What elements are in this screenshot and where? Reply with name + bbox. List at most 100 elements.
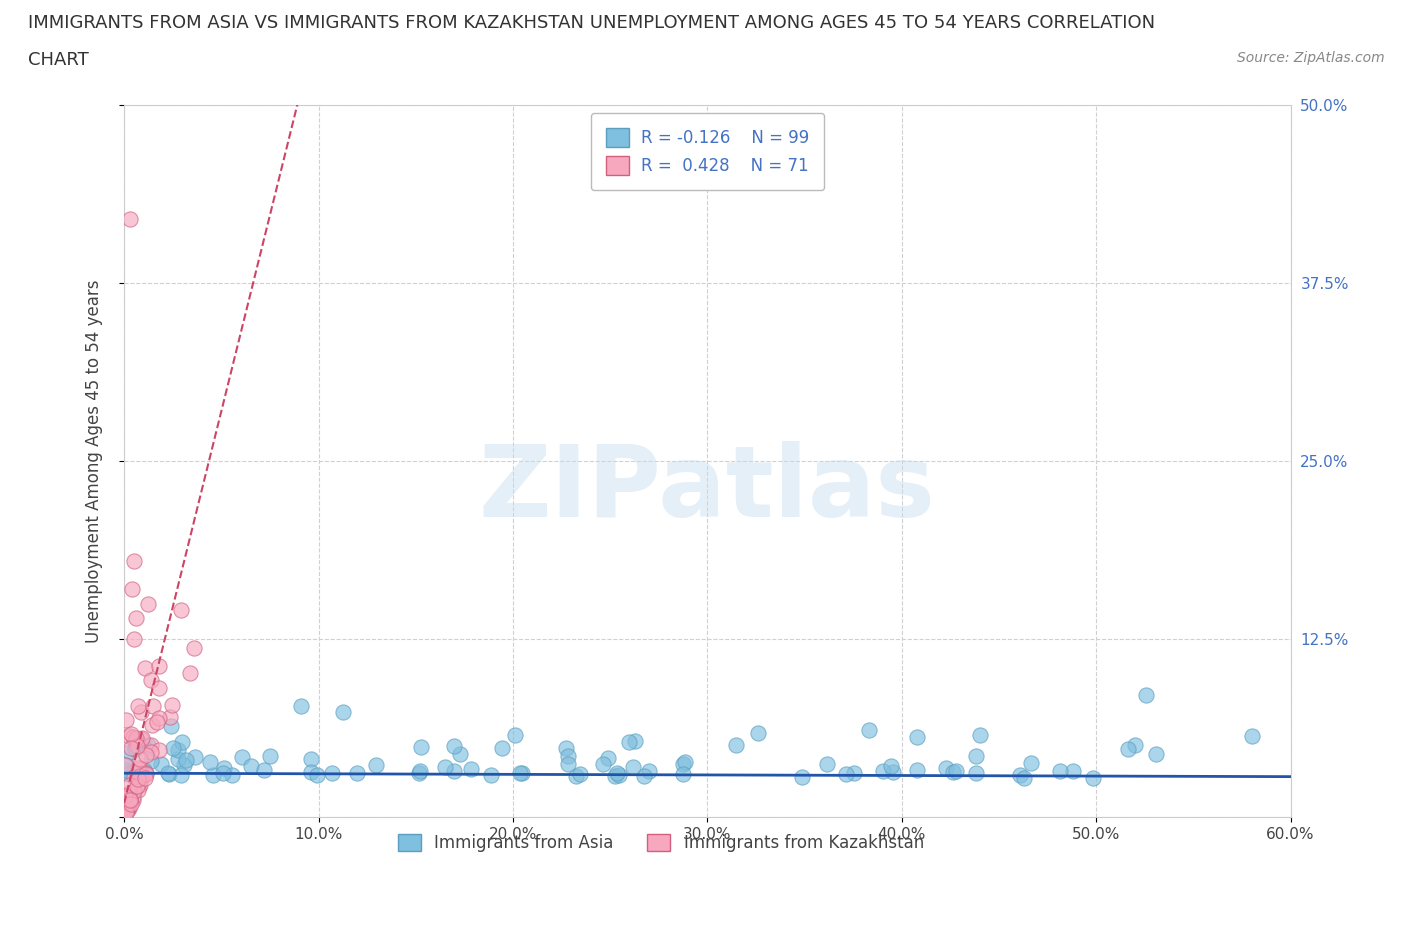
Point (606, 765, 628, 780)
Point (882, 765, 904, 780)
Point (321, 765, 343, 780)
Point (935, 761, 957, 776)
Point (131, 704, 153, 719)
Point (122, 790, 145, 804)
Point (835, 766, 858, 781)
Point (115, 801, 138, 816)
Point (183, 640, 205, 655)
Text: IMMIGRANTS FROM ASIA VS IMMIGRANTS FROM KAZAKHSTAN UNEMPLOYMENT AMONG AGES 45 TO: IMMIGRANTS FROM ASIA VS IMMIGRANTS FROM … (28, 14, 1156, 32)
Point (145, 714, 167, 729)
Point (332, 705, 354, 720)
Y-axis label: Unemployment Among Ages 45 to 54 years: Unemployment Among Ages 45 to 54 years (86, 279, 103, 643)
Point (672, 757, 695, 772)
Text: Source: ZipAtlas.com: Source: ZipAtlas.com (1237, 51, 1385, 65)
Point (184, 749, 207, 764)
Point (510, 765, 533, 780)
Point (135, 748, 157, 763)
Point (120, 740, 142, 755)
Point (942, 764, 965, 779)
Point (792, 770, 814, 785)
Point (169, 602, 191, 617)
Point (174, 753, 197, 768)
Point (162, 740, 184, 755)
Point (434, 760, 457, 775)
Point (617, 734, 640, 749)
Point (121, 582, 143, 597)
Point (157, 766, 180, 781)
Point (125, 778, 148, 793)
Point (364, 758, 387, 773)
Point (142, 698, 165, 713)
Point (179, 666, 201, 681)
Point (114, 804, 136, 818)
Point (117, 799, 139, 814)
Point (201, 767, 224, 782)
Point (118, 794, 141, 809)
Point (1083, 771, 1105, 786)
Point (124, 741, 146, 756)
Point (725, 738, 748, 753)
Point (139, 737, 162, 752)
Point (121, 792, 143, 807)
Point (290, 698, 312, 713)
Point (114, 793, 136, 808)
Point (120, 764, 142, 779)
Point (409, 764, 432, 778)
Point (212, 760, 235, 775)
Point (114, 758, 136, 773)
Point (118, 789, 141, 804)
Point (134, 771, 156, 786)
Point (117, 800, 139, 815)
Point (148, 711, 170, 725)
Point (122, 553, 145, 568)
Point (945, 764, 967, 778)
Text: CHART: CHART (28, 51, 89, 69)
Point (118, 785, 141, 800)
Point (132, 769, 155, 784)
Point (117, 802, 139, 817)
Point (129, 769, 152, 784)
Point (114, 758, 136, 773)
Point (120, 797, 142, 812)
Point (443, 738, 465, 753)
Point (128, 762, 150, 777)
Point (115, 763, 138, 777)
Point (905, 729, 928, 744)
Point (134, 763, 156, 777)
Point (905, 763, 928, 777)
Point (122, 784, 145, 799)
Point (150, 757, 173, 772)
Point (118, 211, 141, 226)
Point (505, 728, 527, 743)
Point (557, 757, 579, 772)
Point (1135, 688, 1157, 703)
Point (114, 794, 136, 809)
Point (118, 766, 141, 781)
Point (162, 698, 184, 712)
Point (633, 769, 655, 784)
Point (135, 765, 157, 780)
Point (114, 789, 136, 804)
Point (346, 765, 368, 780)
Point (135, 766, 157, 781)
Point (139, 672, 162, 687)
Point (160, 719, 183, 734)
Point (221, 767, 243, 782)
Point (198, 754, 221, 769)
Point (148, 742, 170, 757)
Point (858, 723, 880, 737)
Point (129, 731, 152, 746)
Point (127, 761, 149, 776)
Point (141, 718, 163, 733)
Legend: Immigrants from Asia, Immigrants from Kazakhstan: Immigrants from Asia, Immigrants from Ka… (391, 828, 931, 859)
Point (872, 764, 894, 778)
Point (167, 743, 190, 758)
Point (409, 740, 432, 755)
Point (118, 745, 141, 760)
Point (173, 758, 195, 773)
Point (557, 749, 579, 764)
Point (122, 631, 145, 646)
Point (134, 660, 156, 675)
Point (127, 772, 149, 787)
Point (969, 728, 991, 743)
